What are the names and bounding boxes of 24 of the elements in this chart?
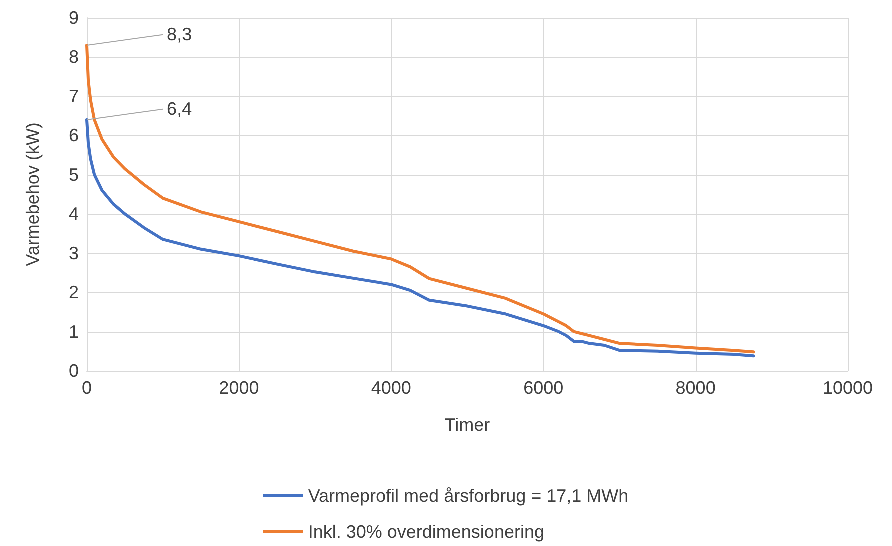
legend-label: Inkl. 30% overdimensionering: [308, 522, 544, 542]
y-tick-label: 7: [68, 86, 79, 106]
y-tick-label: 8: [68, 47, 79, 68]
line-series: [86, 118, 756, 358]
x-tick-label: 2000: [219, 378, 260, 398]
x-axis-title: Timer: [444, 415, 490, 435]
legend-label: Varmeprofil med årsforbrug = 17,1 MWh: [308, 486, 629, 506]
y-tick-label: 6: [68, 126, 79, 146]
y-axis-title: Varmebehov (kW): [23, 122, 43, 266]
y-tick-label: 3: [68, 243, 79, 264]
x-tick-label: 6000: [524, 378, 564, 398]
y-tick-label: 2: [68, 282, 79, 303]
y-tick-label: 9: [68, 8, 79, 28]
x-tick-label: 0: [82, 378, 92, 398]
x-tick-label: 4000: [371, 378, 412, 398]
y-tick-label: 5: [68, 164, 79, 185]
annotation: 8,3: [167, 24, 192, 44]
line-series: [86, 44, 756, 354]
x-tick-label: 10000: [822, 378, 874, 398]
y-tick-label: 0: [68, 361, 79, 381]
x-tick-label: 8000: [676, 378, 716, 398]
annotation: 6,4: [167, 98, 192, 119]
y-tick-label: 4: [68, 204, 79, 224]
y-tick-label: 1: [68, 322, 79, 342]
